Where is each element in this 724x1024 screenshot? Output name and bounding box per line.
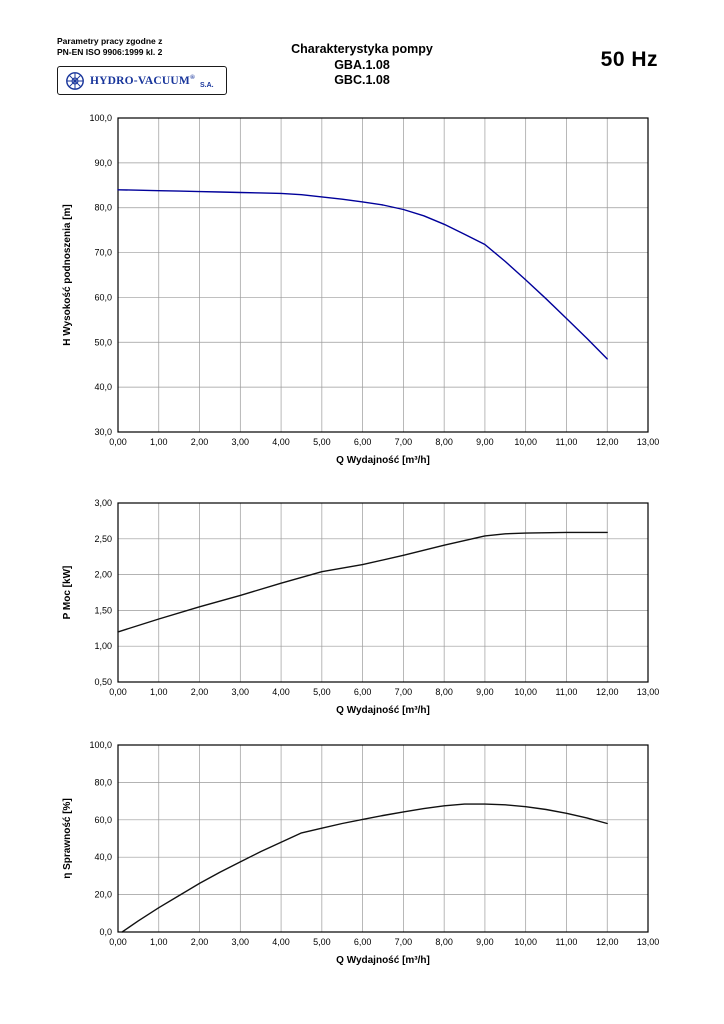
- x-tick-label: 9,00: [476, 937, 494, 947]
- power-curve: [117, 531, 608, 633]
- compliance-note: Parametry pracy zgodne z PN-EN ISO 9906:…: [57, 36, 162, 58]
- x-tick-label: 8,00: [435, 687, 453, 697]
- hydro-vacuum-logo: HYDRO-VACUUM® S.A.: [57, 66, 227, 95]
- flower-rosette-icon: [66, 71, 84, 90]
- plot-border: [117, 117, 649, 433]
- y-tick-label: 30,0: [94, 427, 112, 437]
- x-tick-label: 4,00: [272, 437, 290, 447]
- x-tick-label: 2,00: [191, 687, 209, 697]
- head-curve: [117, 189, 608, 360]
- y-tick-label: 2,00: [94, 570, 112, 580]
- x-tick-label: 0,00: [109, 437, 127, 447]
- x-axis-label: Q Wydajność [m³/h]: [336, 705, 430, 716]
- x-tick-label: 9,00: [476, 687, 494, 697]
- y-tick-label: 60,0: [94, 292, 112, 302]
- plot-border: [117, 502, 649, 683]
- compliance-line2: PN-EN ISO 9906:1999 kl. 2: [57, 47, 163, 58]
- x-tick-label: 8,00: [435, 937, 453, 947]
- x-tick-label: 5,00: [313, 937, 331, 947]
- x-axis-label: Q Wydajność [m³/h]: [336, 455, 430, 466]
- compliance-line1: Parametry pracy zgodne z: [57, 36, 163, 46]
- efficiency-curve: [121, 803, 608, 933]
- x-tick-label: 13,00: [637, 437, 660, 447]
- y-axis-label: η Sprawność [%]: [62, 798, 73, 879]
- x-tick-label: 1,00: [150, 687, 168, 697]
- x-tick-label: 11,00: [556, 437, 578, 447]
- x-tick-label: 7,00: [395, 437, 413, 447]
- y-axis-label: P Moc [kW]: [62, 566, 73, 620]
- x-tick-label: 9,00: [476, 437, 494, 447]
- x-tick-label: 13,00: [637, 937, 660, 947]
- y-tick-label: 70,0: [94, 248, 112, 258]
- y-tick-label: 40,0: [94, 382, 112, 392]
- chart-1: 0,00 1,00 2,00 3,00 4,00 5,00 6,00 7,00 8,00 9,00…: [62, 113, 660, 466]
- y-tick-label: 2,50: [94, 534, 112, 544]
- x-tick-label: 6,00: [354, 687, 372, 697]
- y-tick-label: 1,00: [94, 641, 112, 651]
- x-tick-label: 5,00: [313, 687, 331, 697]
- y-tick-label: 100,0: [89, 740, 112, 750]
- x-tick-label: 0,00: [109, 937, 127, 947]
- x-tick-label: 3,00: [232, 937, 250, 947]
- x-tick-label: 0,00: [109, 687, 127, 697]
- chart-3: 0,00 1,00 2,00 3,00 4,00 5,00 6,00 7,00 8,00 9,00…: [62, 740, 660, 966]
- x-tick-label: 7,00: [395, 687, 413, 697]
- pump-model-gbc: GBC.1.08: [334, 73, 390, 88]
- x-tick-label: 11,00: [556, 687, 578, 697]
- x-tick-label: 6,00: [354, 937, 372, 947]
- x-tick-label: 13,00: [637, 687, 660, 697]
- y-tick-label: 0,0: [99, 927, 112, 937]
- x-tick-label: 4,00: [272, 687, 290, 697]
- page-title: Charakterystyka pompy GBA.1.08 GBC.1.08: [0, 42, 724, 89]
- x-tick-label: 11,00: [556, 937, 578, 947]
- y-tick-label: 1,50: [94, 605, 112, 615]
- x-tick-label: 10,00: [514, 937, 537, 947]
- x-tick-label: 4,00: [272, 937, 290, 947]
- frequency-label: 50 Hz: [600, 48, 658, 71]
- x-tick-label: 8,00: [435, 437, 453, 447]
- x-tick-label: 12,00: [596, 937, 619, 947]
- pump-model-gba: GBA.1.08: [334, 57, 390, 72]
- plot-border: [117, 744, 649, 933]
- logo-text: HYDRO-VACUUM: [90, 74, 190, 87]
- x-tick-label: 6,00: [354, 437, 372, 447]
- x-tick-label: 1,00: [150, 937, 168, 947]
- x-tick-label: 12,00: [596, 687, 619, 697]
- chart-2: 0,00 1,00 2,00 3,00 4,00 5,00 6,00 7,00 8,00 9,00…: [62, 498, 660, 716]
- y-axis-label: H Wysokość podnoszenia [m]: [62, 204, 73, 346]
- x-tick-label: 10,00: [514, 687, 537, 697]
- y-tick-label: 80,0: [94, 203, 112, 213]
- y-tick-label: 60,0: [94, 815, 112, 825]
- x-tick-label: 1,00: [150, 437, 168, 447]
- title-text: Charakterystyka pompy: [291, 42, 433, 56]
- y-tick-label: 50,0: [94, 337, 112, 347]
- y-tick-label: 0,50: [94, 677, 112, 687]
- y-tick-label: 3,00: [94, 498, 112, 508]
- x-tick-label: 3,00: [232, 687, 250, 697]
- x-tick-label: 3,00: [232, 437, 250, 447]
- x-tick-label: 7,00: [395, 937, 413, 947]
- registered-mark: ®: [189, 74, 195, 82]
- x-tick-label: 5,00: [313, 437, 331, 447]
- x-tick-label: 10,00: [514, 437, 537, 447]
- y-tick-label: 80,0: [94, 777, 112, 787]
- x-tick-label: 2,00: [191, 437, 209, 447]
- x-axis-label: Q Wydajność [m³/h]: [336, 955, 430, 966]
- logo-suffix: S.A.: [200, 82, 214, 89]
- y-tick-label: 100,0: [89, 113, 112, 123]
- y-tick-label: 20,0: [94, 890, 112, 900]
- logo-text-wrap: HYDRO-VACUUM®: [90, 74, 195, 87]
- x-tick-label: 12,00: [596, 437, 619, 447]
- y-tick-label: 90,0: [94, 158, 112, 168]
- x-tick-label: 2,00: [191, 937, 209, 947]
- y-tick-label: 40,0: [94, 852, 112, 862]
